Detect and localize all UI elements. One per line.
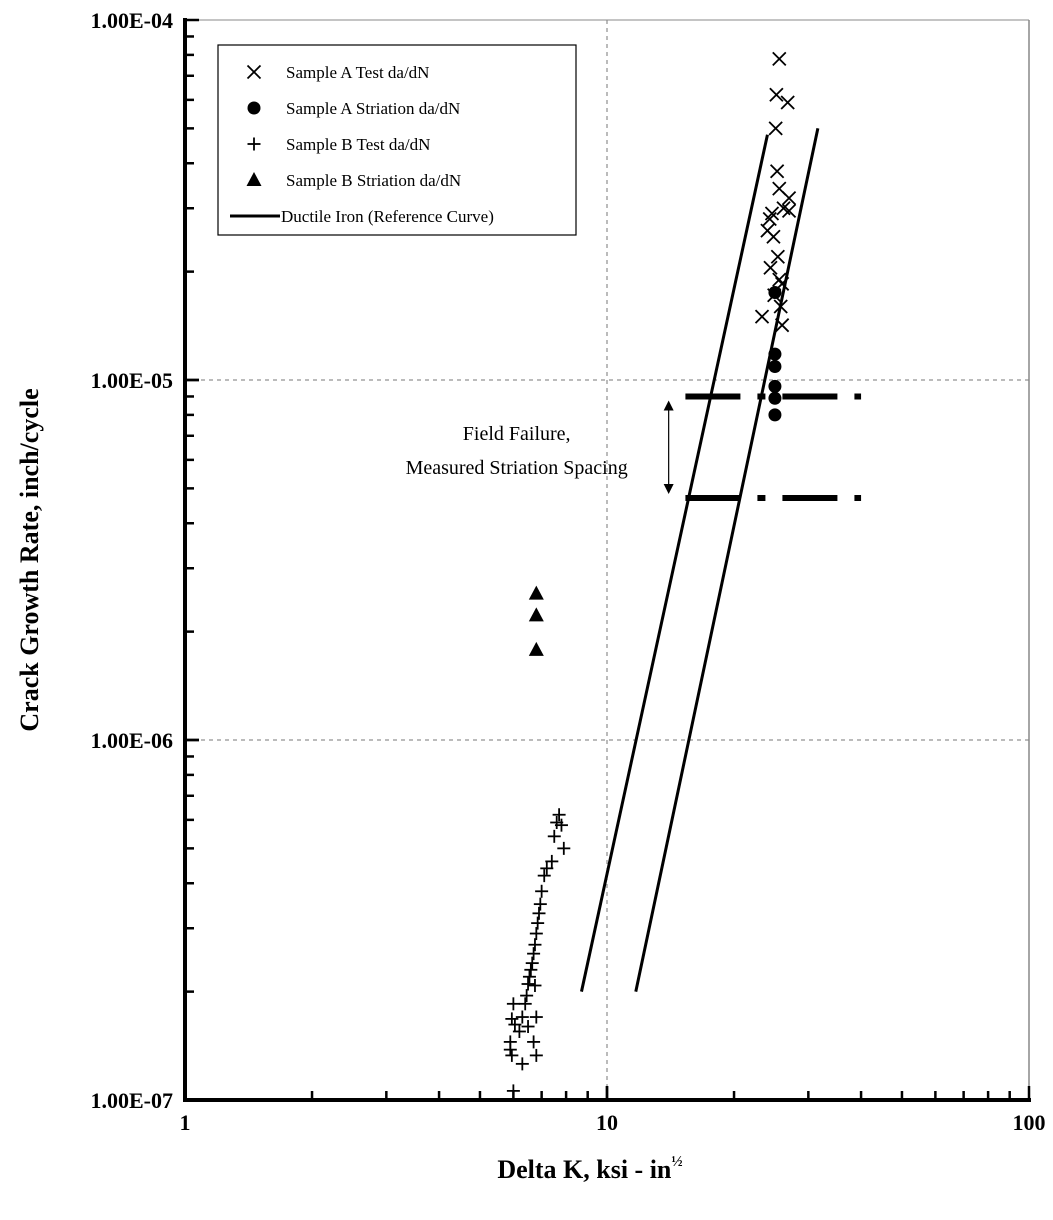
x-tick-label: 10 (596, 1110, 618, 1135)
x-axis-title-text: Delta K, ksi - in (497, 1155, 672, 1184)
x-axis-title: Delta K, ksi - in½ (497, 1154, 682, 1184)
legend-marker-triangle (246, 172, 262, 186)
y-tick-label: 1.00E-06 (91, 728, 174, 753)
data-point-plus (515, 1010, 529, 1024)
data-points (503, 51, 797, 1098)
band-double-arrow (663, 400, 674, 495)
data-point-circle (768, 347, 782, 361)
data-point-x (781, 191, 797, 206)
y-axis-title: Crack Growth Rate, inch/cycle (15, 388, 44, 731)
data-point-triangle (528, 585, 544, 600)
data-point-x (768, 121, 783, 136)
data-point-plus (518, 997, 532, 1011)
data-point-plus (525, 956, 539, 970)
reference-curve-line (580, 134, 769, 992)
data-point-plus (554, 818, 568, 832)
data-point-circle (768, 360, 782, 374)
field-failure-band: Field Failure, Measured Striation Spacing (406, 393, 862, 502)
data-point-plus (529, 1010, 543, 1024)
data-point-circle (768, 408, 782, 422)
data-point-x (762, 211, 777, 227)
data-point-x (774, 318, 790, 333)
data-point-plus (528, 938, 542, 952)
data-point-plus (531, 916, 545, 930)
annotation-line-2: Measured Striation Spacing (406, 457, 628, 479)
data-point-x (780, 95, 795, 110)
legend-item: Ductile Iron (Reference Curve) (230, 207, 494, 226)
data-point-plus (527, 1035, 541, 1049)
legend-label: Sample B Test da/dN (286, 135, 430, 154)
data-point-plus (515, 1057, 529, 1071)
data-point-plus (533, 897, 547, 911)
data-point-plus (552, 808, 566, 822)
data-point-triangle (528, 641, 544, 656)
x-tick-label: 1 (180, 1110, 191, 1135)
data-point-x (772, 51, 787, 66)
data-point-plus (521, 977, 535, 991)
data-point-x (766, 229, 781, 244)
data-point-x (773, 299, 788, 314)
data-point-plus (547, 829, 561, 843)
data-point-plus (528, 978, 542, 992)
data-point-plus (503, 1043, 517, 1057)
data-point-x (769, 164, 785, 179)
legend-marker-plus (247, 137, 261, 151)
legend-marker-circle (247, 101, 261, 115)
y-tick-label: 1.00E-05 (91, 368, 174, 393)
legend: Sample A Test da/dN Sample A Striation da… (217, 44, 577, 236)
annotation-line-1: Field Failure, (463, 423, 571, 445)
data-point-plus (521, 1020, 535, 1034)
axes (183, 18, 1031, 1102)
data-point-plus (545, 854, 559, 868)
data-point-plus (535, 884, 549, 898)
legend-label: Sample A Striation da/dN (286, 99, 460, 118)
legend-item: Sample A Test da/dN (246, 63, 429, 82)
tick-labels: 1 10 100 1.00E-07 1.00E-06 1.00E-05 1.00E-04 (91, 8, 1046, 1135)
data-point-circle (768, 391, 782, 405)
data-point-plus (557, 841, 571, 855)
data-point-plus (520, 989, 534, 1003)
data-point-x (754, 309, 770, 324)
data-point-plus (527, 947, 541, 961)
legend-item: Sample B Striation da/dN (246, 171, 461, 190)
data-point-x (763, 260, 778, 275)
legend-label: Ductile Iron (Reference Curve) (281, 207, 494, 226)
data-point-plus (522, 970, 536, 984)
data-point-plus (529, 927, 543, 941)
y-tick-label: 1.00E-04 (91, 8, 174, 33)
data-point-x (772, 272, 787, 287)
reference-curves (580, 128, 820, 992)
legend-item: Sample B Test da/dN (247, 135, 430, 154)
data-point-plus (537, 869, 551, 883)
legend-label: Sample B Striation da/dN (286, 171, 461, 190)
y-tick-label: 1.00E-07 (91, 1088, 174, 1113)
grid-lines (185, 20, 1029, 1100)
data-point-x (770, 249, 785, 264)
data-point-circle (768, 286, 782, 300)
data-point-plus (524, 963, 538, 977)
data-point-x (769, 87, 784, 102)
data-point-plus (529, 1048, 543, 1062)
legend-marker-x (246, 64, 262, 80)
legend-item: Sample A Striation da/dN (247, 99, 460, 118)
data-point-plus (512, 1024, 526, 1038)
data-point-plus (505, 1012, 519, 1026)
data-point-triangle (528, 607, 544, 622)
x-tick-label: 100 (1013, 1110, 1046, 1135)
x-axis-title-superscript: ½ (671, 1154, 682, 1170)
data-point-x (781, 203, 797, 219)
data-point-circle (768, 379, 782, 393)
data-point-plus (505, 1048, 519, 1062)
data-point-plus (540, 861, 554, 875)
data-point-plus (532, 906, 546, 920)
data-point-plus (508, 1018, 522, 1032)
data-point-plus (506, 997, 520, 1011)
reference-curve-line (634, 128, 820, 992)
legend-label: Sample A Test da/dN (286, 63, 429, 82)
legend-box (217, 44, 577, 236)
